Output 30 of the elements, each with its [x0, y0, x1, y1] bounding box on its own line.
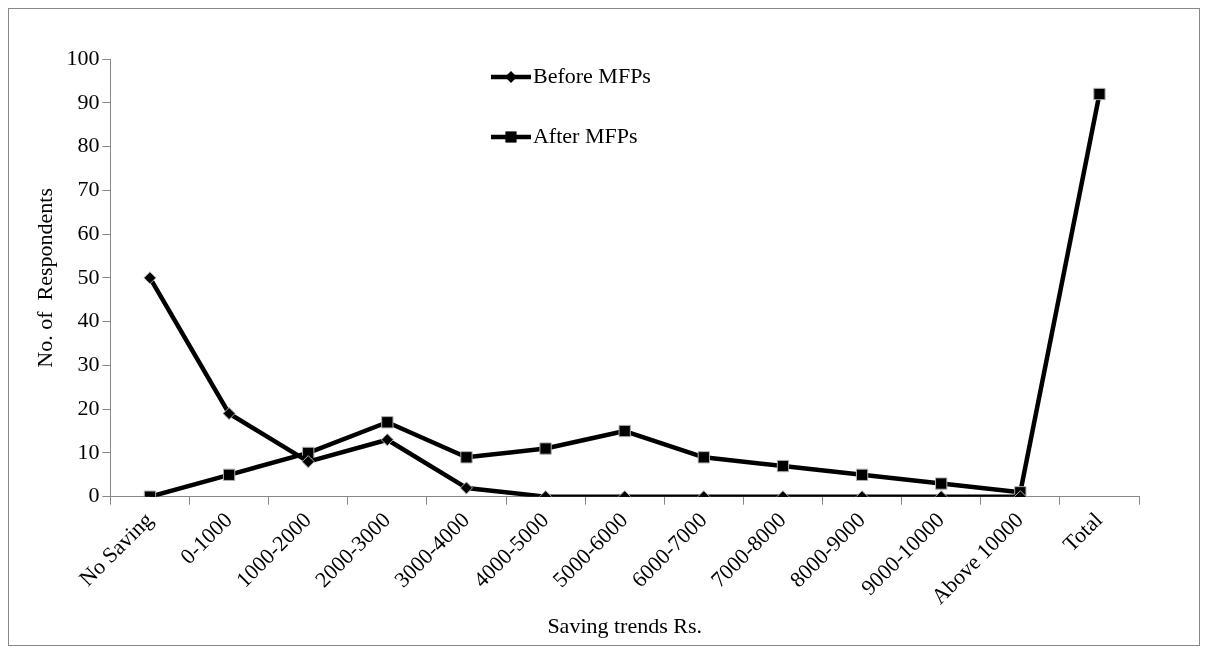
- y-tick-label: 30: [77, 351, 100, 377]
- x-axis-title: Saving trends Rs.: [547, 612, 703, 638]
- point: [935, 477, 948, 490]
- y-tick-label: 40: [77, 307, 100, 333]
- point: [776, 459, 790, 473]
- y-tick-label: 70: [77, 176, 100, 202]
- point: [460, 451, 473, 464]
- y-tick-label: 10: [77, 438, 100, 464]
- y-tick-label: 90: [77, 88, 100, 114]
- point: [618, 424, 631, 438]
- y-tick-label: 60: [77, 219, 100, 245]
- legend-label: Before MFPs: [532, 62, 651, 88]
- point: [697, 451, 710, 464]
- point: [143, 271, 157, 285]
- y-tick-label: 80: [77, 132, 100, 158]
- point: [222, 407, 236, 421]
- legend-label: After MFPs: [532, 122, 638, 148]
- point: [222, 468, 236, 481]
- y-axis-title: No. of Respondents: [31, 188, 57, 368]
- point: [380, 433, 394, 447]
- point: [301, 455, 315, 469]
- point: [459, 481, 473, 495]
- point: [381, 416, 394, 429]
- y-tick-label: 50: [77, 263, 100, 289]
- point: [539, 442, 552, 455]
- point: [1093, 87, 1106, 101]
- point: [855, 468, 869, 481]
- y-tick-label: 0: [88, 482, 100, 508]
- y-tick-label: 20: [77, 394, 100, 420]
- y-tick-label: 100: [66, 44, 100, 70]
